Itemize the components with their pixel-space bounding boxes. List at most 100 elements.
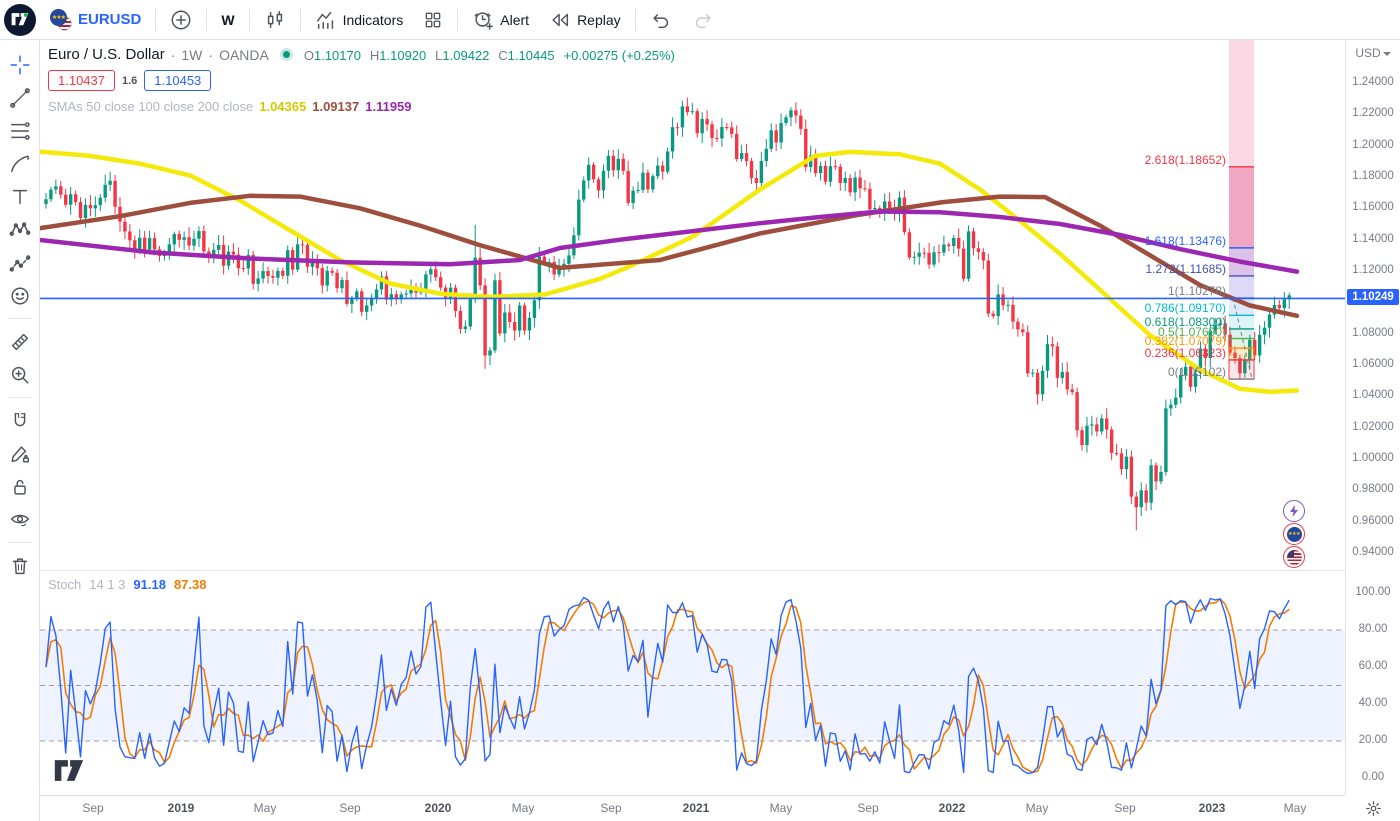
stoch-axis-label: 100.00 (1355, 586, 1391, 598)
sma-value: 1.04365 (259, 99, 307, 114)
remove-drawings-tool[interactable] (3, 549, 37, 582)
drawing-toolbar (0, 40, 40, 821)
fib-level-label[interactable]: 0.382(1.07079) (1144, 334, 1226, 349)
fib-level-label[interactable]: 1.618(1.13476) (1144, 233, 1226, 248)
time-axis-label: Sep (1114, 801, 1136, 815)
close-value: 1.10445 (507, 47, 555, 63)
stochastic-pane[interactable]: Stoch 14 1 3 91.18 87.38 (40, 571, 1345, 795)
us-flag-badge[interactable] (1283, 546, 1305, 568)
symbol-button[interactable]: ★★★ EURUSD (40, 6, 151, 34)
price-axis-label: 1.00000 (1352, 452, 1394, 464)
hide-all-drawings-tool[interactable] (3, 503, 37, 536)
zoom-in-tool[interactable] (3, 358, 37, 391)
change-value: +0.00275 (+0.25%) (563, 47, 675, 63)
redo-icon (695, 13, 711, 28)
stoch-axis-label: 40.00 (1358, 697, 1388, 709)
layout-grid-icon (425, 12, 441, 27)
forecast-position-tool[interactable] (3, 246, 37, 279)
chevron-down-icon (1382, 51, 1391, 56)
stoch-label[interactable]: Stoch (48, 577, 82, 592)
active-price-tag: 1.10249 (1347, 289, 1399, 306)
fib-level-label[interactable]: 0.786(1.09170) (1144, 301, 1226, 316)
time-axis-label: 2023 (1198, 801, 1226, 815)
sma-value: 1.09137 (312, 99, 360, 114)
pane-separator[interactable] (40, 570, 1400, 571)
drawing-mode-tool[interactable] (3, 437, 37, 470)
brush-tool[interactable] (3, 147, 37, 180)
time-axis-label: 2020 (424, 801, 452, 815)
fib-retracement-tool[interactable] (3, 114, 37, 147)
fib-level-label[interactable]: 0.618(1.08300) (1144, 314, 1226, 329)
currency-dropdown[interactable]: USD (1346, 46, 1400, 60)
ohlc-values: O1.10170 H1.10920 L1.09422 C1.10445 +0.0… (304, 47, 675, 63)
fib-level-label[interactable]: 2.618(1.18652) (1144, 152, 1226, 167)
indicators-button[interactable]: Indicators (305, 6, 414, 34)
price-chart-pane[interactable]: Euro / U.S. Dollar · 1W · OANDA O1.10170… (40, 40, 1345, 571)
stoch-axis-label: 60.00 (1358, 660, 1388, 672)
high-label: H (369, 47, 380, 63)
cursor-crosshair-tool[interactable] (3, 48, 37, 81)
lock-all-drawings-tool[interactable] (3, 470, 37, 503)
undo-button[interactable] (640, 6, 682, 34)
alert-button[interactable]: Alert (462, 6, 539, 34)
stoch-axis-label: 20.00 (1358, 734, 1388, 746)
fib-level-label[interactable]: 1.272(1.11685) (1145, 261, 1226, 276)
sell-quote-button[interactable]: 1.10437 (48, 70, 115, 91)
buy-quote-button[interactable]: 1.10453 (144, 70, 212, 91)
open-value: 1.10170 (313, 47, 361, 63)
price-chart-canvas[interactable] (40, 40, 1345, 571)
emoji-tool[interactable] (3, 279, 37, 312)
stochastic-legend: Stoch 14 1 3 91.18 87.38 (48, 577, 207, 592)
high-value: 1.10920 (379, 47, 427, 63)
measure-ruler-tool[interactable] (3, 325, 37, 358)
redo-button[interactable] (682, 6, 724, 34)
time-axis-label: Sep (857, 801, 879, 815)
price-axis-label: 0.96000 (1352, 514, 1394, 527)
legend-separator: · (208, 46, 214, 63)
magnet-tool[interactable] (3, 404, 37, 437)
spread-value: 1.6 (122, 74, 138, 87)
trend-line-tool[interactable] (3, 81, 37, 114)
fib-level-label[interactable]: 0.236(1.06323) (1144, 345, 1226, 360)
legend-interval[interactable]: 1W (181, 46, 203, 63)
fib-retracement-layer (1228, 40, 1255, 380)
time-axis-label: Sep (82, 801, 104, 815)
tradingview-logo-icon (4, 3, 36, 36)
chart-style-button[interactable] (254, 6, 296, 34)
plus-circle-icon (171, 10, 191, 29)
stoch-d-line (45, 598, 1290, 774)
toolbar-separator (634, 8, 636, 31)
xabcd-pattern-tool[interactable] (3, 213, 37, 246)
toolbar-separator (155, 8, 157, 31)
price-axis-label: 1.02000 (1352, 420, 1394, 433)
text-tool[interactable] (3, 180, 37, 213)
interval-button[interactable]: W (211, 6, 244, 34)
fib-level-label[interactable]: 0.5(1.07690) (1157, 324, 1226, 339)
indicators-label: Indicators (342, 11, 404, 28)
compare-add-button[interactable] (160, 6, 202, 34)
replay-button[interactable]: Replay (539, 6, 631, 34)
sma-line (40, 149, 1300, 395)
time-axis-label: 2019 (167, 801, 195, 815)
indicators-icon (316, 11, 333, 29)
price-axis-label: 1.24000 (1352, 76, 1394, 88)
settings-gear-button[interactable] (1360, 798, 1386, 818)
candlestick-icon (267, 10, 282, 28)
price-axis[interactable]: USD 1.10249 1.24000 1.22000 1.20000 1.18000… (1345, 40, 1400, 795)
flash-event-badge[interactable] (1283, 500, 1305, 522)
legend-exchange: OANDA (219, 46, 269, 63)
tradingview-watermark-icon[interactable] (52, 759, 86, 788)
layout-grid-button[interactable] (413, 6, 453, 34)
tradingview-logo-button[interactable] (0, 0, 40, 40)
time-axis[interactable]: Sep 2019 May Sep 2020 May Sep 2021 May Sep 2022 May… (40, 795, 1345, 821)
eu-flag-badge[interactable]: ★★★ (1283, 523, 1305, 545)
sma-indicator-label[interactable]: SMAs 50 close 100 close 200 close (48, 99, 254, 114)
fib-level-label[interactable]: 0(1.05102) (1167, 365, 1226, 380)
stochastic-canvas[interactable] (40, 571, 1345, 795)
market-open-dot-icon[interactable] (282, 51, 290, 58)
sma-value: 1.11959 (365, 99, 412, 114)
eurusd-pair-icon: ★★★ (50, 8, 72, 31)
fib-level-label[interactable]: 1(1.10278) (1167, 283, 1226, 298)
price-axis-label: 1.16000 (1352, 201, 1394, 214)
symbol-title[interactable]: Euro / U.S. Dollar (48, 46, 165, 63)
